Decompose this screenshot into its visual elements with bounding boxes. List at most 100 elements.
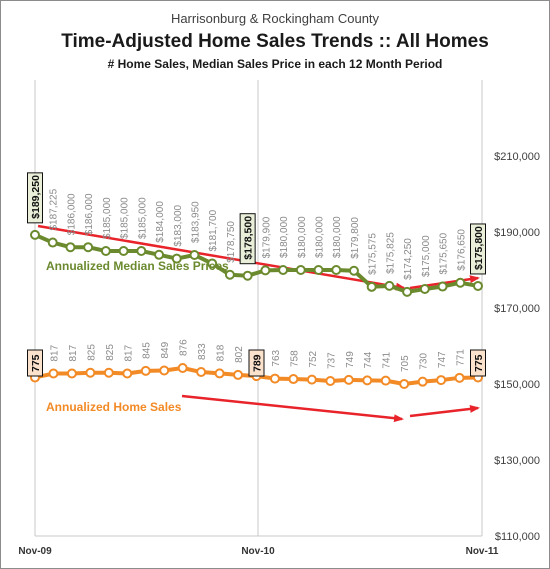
data-label-home-sales: 771 bbox=[456, 349, 467, 366]
data-label-home-sales: 825 bbox=[105, 344, 116, 361]
data-label-home-sales: 818 bbox=[216, 344, 227, 361]
data-label-median-price: $178,750 bbox=[226, 221, 237, 263]
y-tick-label: $130,000 bbox=[494, 455, 540, 467]
data-label-median-price: $185,000 bbox=[120, 197, 131, 239]
x-tick-label: Nov-11 bbox=[466, 546, 499, 557]
data-point-home-sales bbox=[399, 379, 410, 389]
data-point-median-price bbox=[83, 242, 94, 253]
data-point-median-price bbox=[242, 270, 253, 281]
data-label-box bbox=[27, 349, 43, 377]
data-point-home-sales bbox=[454, 372, 465, 383]
data-label-home-sales: 825 bbox=[86, 344, 97, 361]
data-point-median-price bbox=[437, 281, 448, 292]
data-point-median-price bbox=[473, 280, 483, 291]
data-point-home-sales bbox=[66, 368, 77, 379]
x-tick-label: Nov-10 bbox=[241, 546, 275, 557]
data-label-home-sales: 749 bbox=[345, 351, 356, 368]
data-point-home-sales bbox=[288, 374, 299, 385]
trend-arrow bbox=[181, 394, 404, 423]
trend-arrow bbox=[37, 224, 406, 291]
data-label-home-sales: 705 bbox=[400, 355, 411, 372]
y-tick-label: $150,000 bbox=[494, 379, 540, 391]
data-label-median-price: $183,000 bbox=[173, 204, 184, 246]
data-point-home-sales bbox=[306, 374, 317, 385]
data-point-median-price bbox=[136, 246, 147, 256]
data-label-box bbox=[470, 349, 486, 377]
data-label-home-sales: 730 bbox=[419, 353, 430, 370]
data-label-median-price: $178,500 bbox=[243, 216, 255, 260]
data-point-home-sales bbox=[85, 367, 96, 378]
data-point-home-sales bbox=[233, 369, 244, 380]
data-label-median-price: $185,000 bbox=[102, 197, 113, 239]
data-point-median-price bbox=[189, 249, 200, 260]
data-label-home-sales: 737 bbox=[326, 352, 337, 369]
data-point-median-price bbox=[348, 265, 359, 276]
data-point-home-sales bbox=[362, 375, 373, 386]
data-label-median-price: $175,800 bbox=[473, 226, 485, 270]
data-point-home-sales bbox=[140, 365, 151, 376]
data-point-median-price bbox=[118, 246, 129, 256]
data-point-median-price bbox=[402, 286, 413, 297]
data-label-median-price: $187,225 bbox=[49, 188, 60, 230]
data-label-median-price: $186,000 bbox=[66, 193, 77, 235]
data-label-home-sales: 752 bbox=[308, 350, 319, 367]
data-point-home-sales bbox=[343, 374, 354, 385]
data-point-median-price bbox=[65, 242, 76, 253]
data-point-home-sales bbox=[436, 375, 447, 386]
data-label-box bbox=[248, 349, 265, 377]
data-point-median-price bbox=[30, 229, 40, 240]
trend-arrow bbox=[409, 404, 480, 418]
data-label-median-price: $186,000 bbox=[84, 193, 95, 235]
y-tick-label: $190,000 bbox=[494, 227, 540, 239]
data-point-median-price bbox=[154, 249, 165, 260]
data-label-median-price: $174,250 bbox=[403, 238, 414, 280]
data-point-median-price bbox=[278, 265, 289, 275]
chart-subtitle: # Home Sales, Median Sales Price in each… bbox=[107, 57, 443, 71]
data-label-home-sales: 817 bbox=[68, 344, 79, 361]
data-point-home-sales bbox=[417, 376, 428, 387]
data-point-median-price bbox=[331, 265, 342, 275]
data-label-home-sales: 758 bbox=[289, 350, 300, 367]
data-label-box bbox=[239, 213, 256, 265]
data-label-home-sales: 741 bbox=[382, 352, 393, 369]
data-label-home-sales: 763 bbox=[271, 349, 282, 366]
data-point-home-sales bbox=[48, 368, 59, 379]
data-label-home-sales: 845 bbox=[142, 342, 153, 359]
data-label-median-price: $183,950 bbox=[190, 201, 201, 243]
data-point-home-sales bbox=[177, 363, 188, 373]
chart-subtitle-top: Harrisonburg & Rockingham County bbox=[170, 11, 380, 26]
data-label-median-price: $189,250 bbox=[30, 175, 42, 219]
data-label-median-price: $180,000 bbox=[279, 216, 290, 258]
data-label-home-sales: 775 bbox=[473, 354, 485, 372]
series-name-home-sales: Annualized Home Sales bbox=[46, 400, 182, 414]
data-label-home-sales: 817 bbox=[123, 344, 134, 361]
data-label-median-price: $184,000 bbox=[155, 201, 166, 243]
data-label-median-price: $176,650 bbox=[456, 229, 467, 271]
data-label-home-sales: 744 bbox=[363, 351, 374, 368]
data-point-home-sales bbox=[196, 367, 207, 378]
data-label-box bbox=[27, 172, 43, 224]
data-point-median-price bbox=[384, 280, 395, 291]
data-label-median-price: $179,800 bbox=[350, 217, 361, 259]
data-point-home-sales bbox=[159, 365, 170, 376]
y-tick-label: $170,000 bbox=[494, 303, 540, 315]
data-point-home-sales bbox=[122, 368, 133, 379]
data-label-median-price: $180,000 bbox=[297, 216, 308, 258]
data-label-home-sales: 747 bbox=[437, 351, 448, 368]
data-point-median-price bbox=[295, 265, 306, 275]
x-tick-label: Nov-09 bbox=[18, 546, 52, 557]
data-label-median-price: $175,000 bbox=[421, 235, 432, 277]
data-point-median-price bbox=[313, 265, 324, 275]
data-point-median-price bbox=[260, 265, 271, 276]
data-label-home-sales: 833 bbox=[197, 343, 208, 360]
data-point-median-price bbox=[366, 281, 377, 292]
data-label-median-price: $179,900 bbox=[261, 216, 272, 258]
data-label-home-sales: 876 bbox=[179, 339, 190, 356]
data-label-box bbox=[470, 223, 486, 275]
data-label-median-price: $180,000 bbox=[315, 216, 326, 258]
data-point-home-sales bbox=[269, 373, 280, 384]
chart-title: Time-Adjusted Home Sales Trends :: All H… bbox=[61, 31, 489, 52]
data-label-home-sales: 775 bbox=[30, 354, 42, 372]
data-point-median-price bbox=[224, 269, 235, 280]
